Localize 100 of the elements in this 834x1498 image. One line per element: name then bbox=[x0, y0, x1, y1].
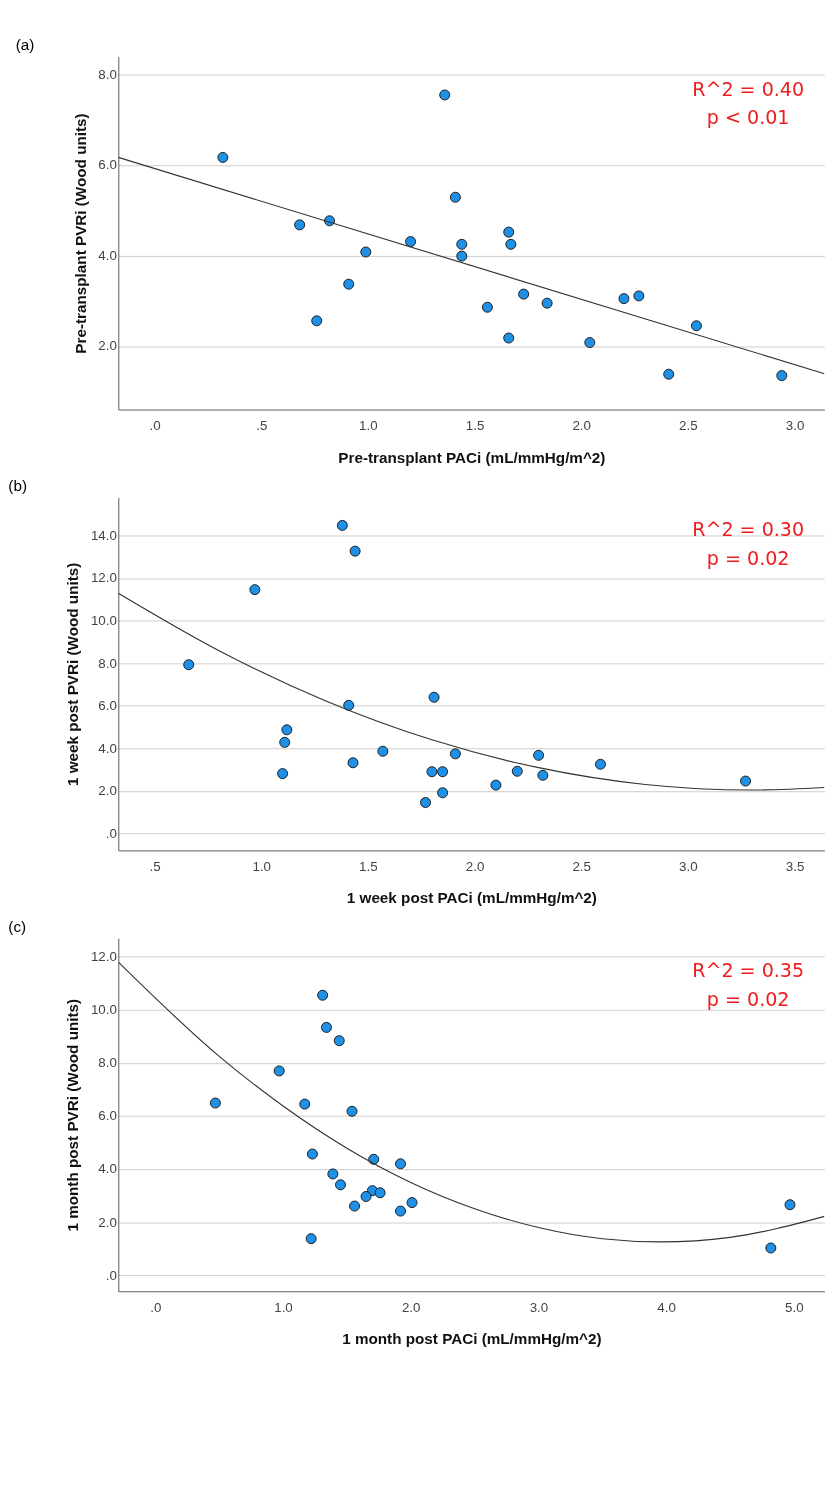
y-tick-label: .0 bbox=[105, 825, 117, 841]
x-axis-title: Pre-transplant PACi (mL/mmHg/m^2) bbox=[338, 448, 606, 466]
y-tick-label: 8.0 bbox=[98, 66, 117, 82]
point bbox=[503, 332, 515, 344]
point bbox=[503, 226, 515, 238]
point bbox=[420, 797, 432, 809]
point bbox=[360, 246, 372, 258]
point bbox=[481, 301, 493, 313]
point bbox=[183, 659, 195, 671]
x-tick-label: 2.0 bbox=[465, 858, 485, 874]
annotation: p < 0.01 bbox=[706, 106, 790, 129]
point bbox=[305, 1233, 317, 1245]
y-tick-label: 10.0 bbox=[90, 612, 117, 628]
point bbox=[663, 368, 675, 380]
point bbox=[439, 89, 451, 101]
point bbox=[349, 1200, 361, 1212]
x-tick-label: 2.5 bbox=[572, 858, 592, 874]
y-tick-label: 8.0 bbox=[98, 655, 117, 671]
x-axis-title: 1 month post PACi (mL/mmHg/m^2) bbox=[342, 1330, 602, 1348]
point bbox=[343, 699, 355, 711]
x-tick-label: 3.0 bbox=[785, 418, 805, 434]
point bbox=[306, 1148, 318, 1160]
point bbox=[428, 691, 440, 703]
point bbox=[377, 745, 389, 757]
annotation: p = 0.02 bbox=[706, 987, 790, 1010]
point bbox=[368, 1153, 380, 1165]
line-series bbox=[118, 961, 825, 1243]
point bbox=[395, 1205, 407, 1217]
point bbox=[518, 288, 530, 300]
y-tick-label: 6.0 bbox=[98, 1108, 117, 1124]
y-tick-label: .0 bbox=[105, 1267, 117, 1283]
point bbox=[327, 1168, 339, 1180]
point bbox=[505, 238, 517, 250]
point bbox=[335, 1179, 346, 1191]
point bbox=[333, 1035, 345, 1047]
x-tick-label: .5 bbox=[149, 858, 161, 874]
point bbox=[437, 766, 449, 778]
point bbox=[406, 1197, 418, 1209]
annotation: R^2 = 0.30 bbox=[692, 518, 805, 541]
x-tick-label: 1.0 bbox=[252, 858, 272, 874]
y-tick-label: 6.0 bbox=[98, 698, 117, 714]
point bbox=[299, 1098, 311, 1110]
point bbox=[537, 769, 549, 781]
point bbox=[541, 297, 553, 309]
y-axis-title: Pre-transplant PVRi (Wood units) bbox=[71, 113, 89, 354]
x-tick-label: 2.5 bbox=[679, 418, 698, 434]
x-tick-label: .0 bbox=[150, 1299, 162, 1315]
point bbox=[740, 775, 752, 787]
point bbox=[311, 315, 323, 327]
y-tick-label: 8.0 bbox=[98, 1055, 117, 1071]
point bbox=[784, 1199, 796, 1211]
y-tick-label: 14.0 bbox=[90, 527, 117, 543]
y-tick-label: 4.0 bbox=[98, 740, 117, 756]
point bbox=[273, 1065, 285, 1077]
line-series bbox=[118, 592, 825, 791]
point bbox=[320, 1021, 332, 1033]
chart-title: (b) bbox=[8, 476, 27, 494]
x-tick-label: 5.0 bbox=[785, 1299, 804, 1315]
x-tick-label: 3.0 bbox=[529, 1299, 549, 1315]
point bbox=[277, 768, 289, 780]
point bbox=[343, 278, 355, 290]
y-axis-title: 1 month post PVRi (Wood units) bbox=[64, 998, 82, 1232]
point bbox=[449, 191, 461, 203]
point bbox=[317, 989, 329, 1001]
x-tick-label: 1.5 bbox=[465, 418, 485, 434]
point bbox=[360, 1191, 372, 1202]
point bbox=[511, 765, 523, 777]
annotation: p = 0.02 bbox=[706, 547, 790, 570]
chart-title: (a) bbox=[15, 35, 35, 53]
y-axis-title: 1 week post PVRi (Wood units) bbox=[64, 562, 82, 787]
y-tick-label: 12.0 bbox=[90, 949, 117, 965]
x-tick-label: 3.5 bbox=[785, 858, 805, 874]
point bbox=[209, 1097, 221, 1109]
point bbox=[374, 1187, 386, 1199]
point bbox=[294, 219, 306, 231]
point bbox=[456, 238, 468, 250]
point bbox=[249, 584, 261, 596]
point bbox=[449, 748, 461, 760]
point bbox=[633, 290, 645, 302]
x-tick-label: .0 bbox=[149, 418, 161, 434]
y-tick-label: 10.0 bbox=[90, 1002, 117, 1018]
x-tick-label: 3.0 bbox=[679, 858, 698, 874]
x-tick-label: 4.0 bbox=[657, 1299, 676, 1315]
y-tick-label: 12.0 bbox=[90, 570, 117, 586]
point bbox=[279, 736, 291, 748]
x-tick-label: 1.5 bbox=[359, 858, 378, 874]
point bbox=[765, 1242, 777, 1254]
point bbox=[490, 779, 502, 791]
y-tick-label: 2.0 bbox=[98, 1214, 117, 1230]
x-tick-label: 2.0 bbox=[572, 418, 592, 434]
point bbox=[336, 519, 348, 531]
point bbox=[690, 320, 702, 332]
point bbox=[346, 1105, 358, 1117]
point bbox=[584, 337, 596, 349]
x-axis-title: 1 week post PACi (mL/mmHg/m^2) bbox=[346, 889, 597, 907]
annotation: R^2 = 0.40 bbox=[692, 77, 805, 100]
point bbox=[437, 787, 449, 799]
point bbox=[456, 250, 468, 262]
point bbox=[281, 724, 293, 736]
point bbox=[405, 236, 417, 248]
